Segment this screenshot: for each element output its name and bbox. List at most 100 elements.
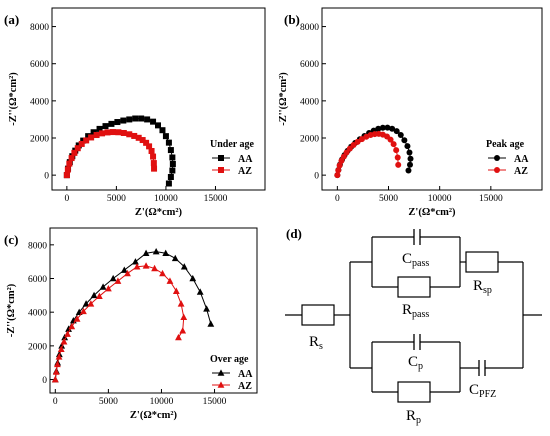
data-point — [144, 116, 151, 123]
legend-label: AZ — [514, 166, 528, 177]
data-point — [93, 132, 100, 139]
data-point — [104, 285, 112, 292]
data-point — [167, 147, 174, 154]
legend-marker — [217, 381, 225, 388]
data-point — [167, 174, 174, 180]
data-point — [166, 277, 174, 284]
data-point — [64, 166, 71, 173]
label-cp: Cp — [408, 354, 423, 372]
data-point — [406, 149, 413, 156]
data-point — [61, 333, 69, 341]
data-point — [143, 139, 150, 146]
data-point — [58, 342, 66, 349]
data-point — [159, 127, 166, 134]
legend-title: Peak age — [486, 139, 525, 150]
data-point — [102, 123, 109, 130]
plot-frame — [321, 7, 543, 191]
data-point — [162, 249, 170, 257]
x-tick-label: 15000 — [203, 397, 227, 407]
data-point — [393, 147, 400, 154]
data-point — [60, 338, 68, 345]
data-point — [114, 277, 122, 284]
data-point — [65, 325, 72, 332]
data-point — [389, 125, 396, 132]
data-point — [132, 258, 139, 265]
data-point — [177, 300, 185, 307]
data-point — [82, 300, 90, 307]
legend-label: AA — [238, 369, 253, 380]
data-point — [151, 165, 158, 172]
x-axis-label: Z'(Ω*cm²) — [130, 410, 178, 421]
data-point — [379, 124, 386, 131]
data-point — [87, 300, 95, 307]
data-point — [120, 117, 127, 124]
data-point — [172, 287, 180, 294]
data-point — [120, 129, 127, 136]
data-point — [124, 269, 131, 277]
data-point — [71, 149, 78, 156]
data-point — [55, 353, 63, 360]
data-point — [139, 137, 146, 144]
x-tick-label: 15000 — [479, 194, 503, 204]
plot-frame — [51, 7, 266, 191]
data-point — [133, 263, 141, 270]
panel-label: (c) — [4, 232, 18, 247]
data-point — [108, 120, 115, 127]
data-point — [171, 254, 179, 262]
data-point — [132, 115, 139, 122]
plot-frame — [49, 227, 258, 394]
panel-c-chart: (c) 0 5000 10000 15000 0 2000 4000 6000 8000 Z'(Ω*… — [4, 227, 258, 421]
data-point — [52, 368, 60, 375]
data-point — [152, 247, 160, 255]
panel-b-chart: (b) 0 5000 10000 15000 0 2000 4000 6000 8000 Z'(Ω*… — [278, 7, 543, 218]
data-point — [131, 132, 138, 139]
resistor-rsp — [465, 251, 499, 273]
data-point — [99, 130, 106, 137]
data-point — [169, 167, 176, 174]
data-point — [88, 134, 95, 141]
data-point — [150, 160, 157, 167]
data-point — [63, 172, 70, 179]
data-point — [397, 132, 404, 139]
series-az — [63, 129, 158, 179]
series-line — [54, 251, 212, 380]
data-point — [151, 264, 158, 272]
data-point — [180, 263, 188, 270]
label-cpass: Cpass — [402, 251, 429, 269]
data-point — [401, 137, 408, 144]
data-point — [189, 274, 197, 282]
data-point — [387, 136, 394, 143]
data-point — [120, 266, 128, 273]
y-axis-label: -Z''(Ω*cm²) — [6, 283, 17, 337]
data-point — [207, 320, 215, 327]
data-point — [162, 133, 169, 140]
data-point — [126, 131, 133, 138]
y-tick-label: 0 — [314, 172, 319, 182]
y-tick-label: 2000 — [28, 342, 47, 352]
panel-label: (b) — [284, 12, 300, 27]
data-point — [169, 161, 176, 167]
data-point — [407, 161, 413, 168]
legend-marker — [217, 369, 225, 376]
data-point — [83, 137, 90, 144]
circuit-wires — [285, 236, 542, 393]
data-point — [179, 327, 187, 334]
panel-d-label: (d) — [286, 226, 302, 241]
data-point — [74, 145, 81, 152]
x-tick-label: 5000 — [99, 397, 118, 407]
y-tick-label: 8000 — [30, 23, 49, 33]
data-point — [68, 155, 75, 162]
data-point — [404, 143, 411, 150]
data-point — [375, 125, 382, 132]
y-tick-label: 8000 — [300, 23, 319, 33]
x-tick-label: 10000 — [154, 194, 178, 204]
data-point — [203, 305, 210, 312]
data-point — [142, 262, 150, 269]
data-point — [150, 153, 157, 160]
y-tick-label: 4000 — [300, 97, 319, 107]
x-axis-label: Z'(Ω*cm²) — [135, 207, 183, 218]
y-tick-label: 6000 — [30, 60, 49, 70]
data-point — [335, 167, 342, 174]
y-tick-label: 8000 — [28, 241, 47, 251]
